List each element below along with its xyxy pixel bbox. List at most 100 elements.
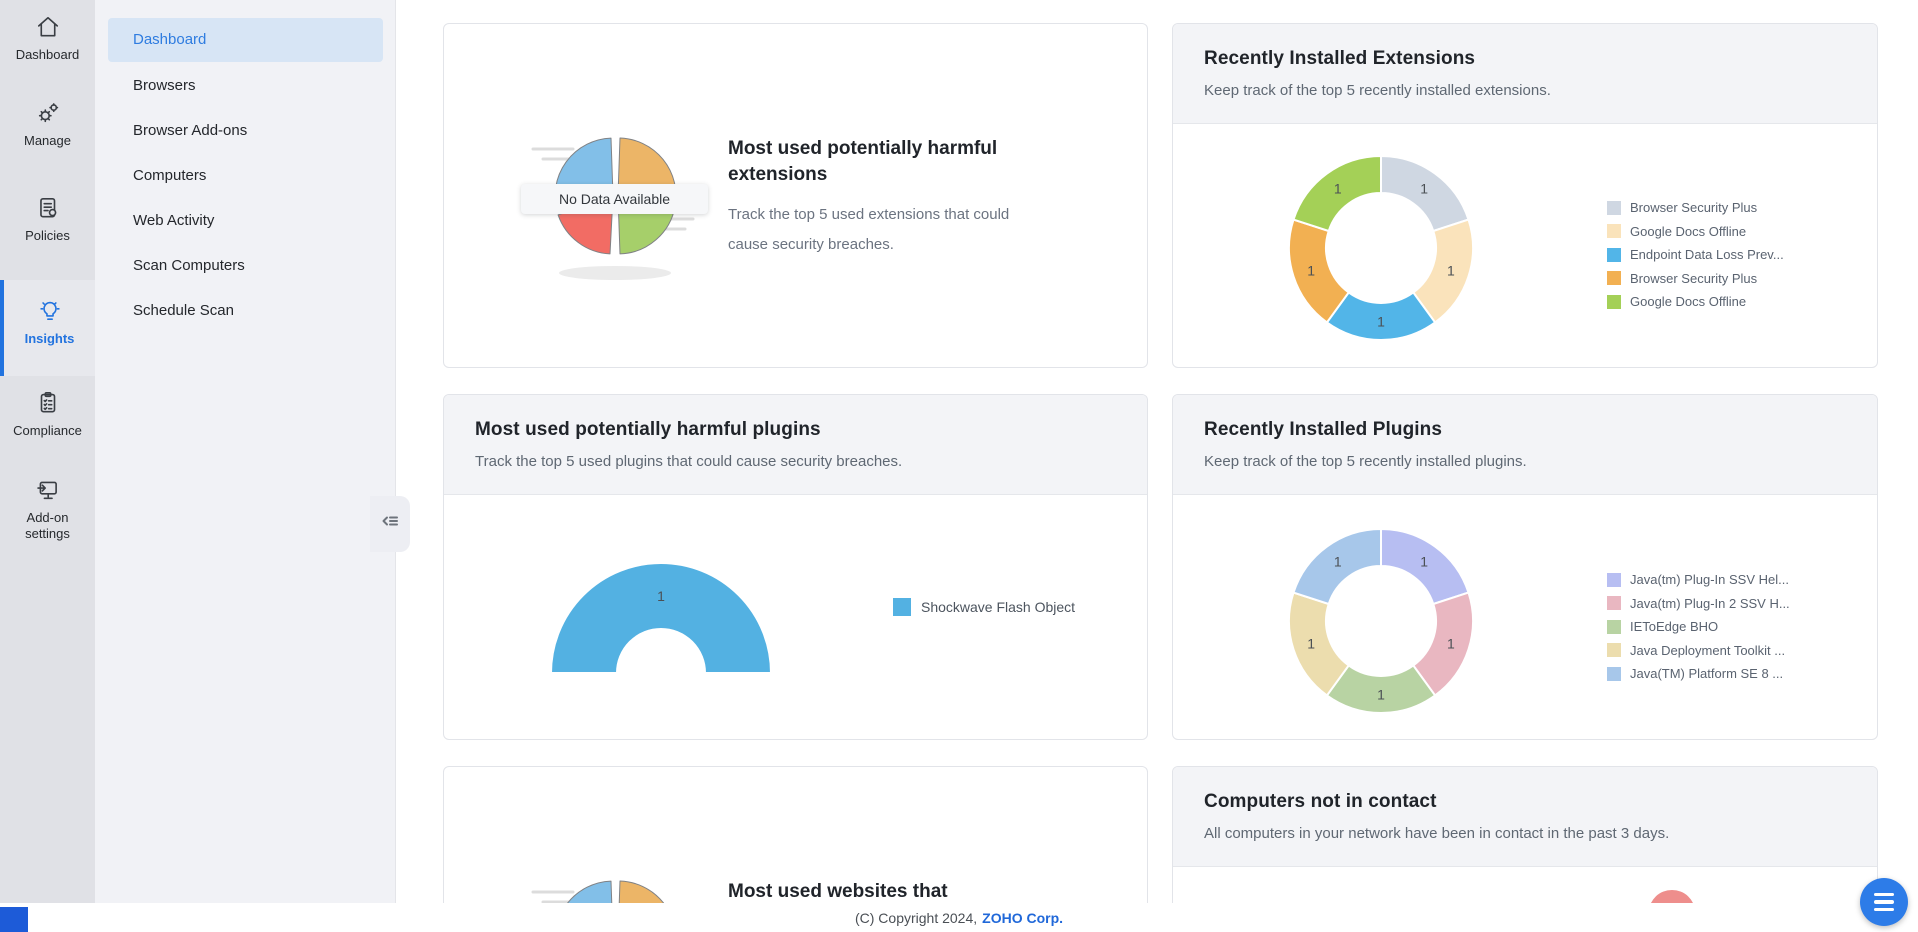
svg-text:1: 1 xyxy=(1307,263,1315,279)
sidebar-item-computers[interactable]: Computers xyxy=(133,167,207,184)
svg-text:1: 1 xyxy=(1334,553,1342,569)
bottom-left-blue-tab[interactable] xyxy=(0,907,28,932)
sidebar-item-dashboard[interactable]: Dashboard xyxy=(108,18,383,62)
svg-text:1: 1 xyxy=(1377,686,1385,702)
card-header: Recently Installed Extensions Keep track… xyxy=(1173,24,1877,124)
card-computers-not-in-contact: Computers not in contact All computers i… xyxy=(1172,766,1878,903)
card-subtitle: All computers in your network have been … xyxy=(1204,825,1670,842)
nav-insights[interactable]: Insights xyxy=(0,280,95,376)
card-title: Most used potentially harmful plugins xyxy=(475,419,821,440)
primary-nav-rail: Dashboard Manage Policies xyxy=(0,0,95,903)
sidebar-item-browser-add-ons[interactable]: Browser Add-ons xyxy=(133,122,248,139)
sidebar-item-browsers[interactable]: Browsers xyxy=(133,77,196,94)
plugins-donut-chart: 1 1 1 1 1 xyxy=(1288,527,1474,714)
nav-dashboard[interactable]: Dashboard xyxy=(0,14,95,63)
legend-item: Java(tm) Plug-In 2 SSV H... xyxy=(1607,596,1790,612)
card-header: Most used potentially harmful plugins Tr… xyxy=(444,395,1147,495)
legend-item: Endpoint Data Loss Prev... xyxy=(1607,247,1784,263)
legend-swatch xyxy=(1607,294,1621,309)
nav-policies[interactable]: Policies xyxy=(0,195,95,244)
card-recent-plugins: Recently Installed Plugins Keep track of… xyxy=(1172,394,1878,740)
card-title: Recently Installed Extensions xyxy=(1204,48,1476,69)
nav-addon-settings[interactable]: Add-on settings xyxy=(0,477,95,542)
legend-label: Shockwave Flash Object xyxy=(921,599,1076,615)
lightbulb-icon xyxy=(4,298,95,324)
no-data-badge: No Data Available xyxy=(521,184,708,214)
nav-label: Dashboard xyxy=(15,47,80,62)
legend-item: Java(tm) Plug-In SSV Hel... xyxy=(1607,572,1790,588)
sidebar-item-schedule-scan[interactable]: Schedule Scan xyxy=(133,302,234,319)
legend-swatch xyxy=(1607,271,1621,286)
card-harmful-extensions: No Data Available Most used potentially … xyxy=(443,23,1148,368)
legend-label: Java(tm) Plug-In 2 SSV H... xyxy=(1630,595,1790,611)
svg-text:1: 1 xyxy=(1377,313,1385,329)
card-recent-extensions: Recently Installed Extensions Keep track… xyxy=(1172,23,1878,368)
legend-label: Java Deployment Toolkit ... xyxy=(1630,642,1786,658)
home-icon xyxy=(0,14,95,40)
legend-swatch xyxy=(1607,200,1621,215)
nav-label: Add-on settings xyxy=(25,510,70,541)
copyright-text: (C) Copyright 2024, xyxy=(854,909,978,926)
legend-label: Java(TM) Platform SE 8 ... xyxy=(1630,666,1784,682)
card-title: Recently Installed Plugins xyxy=(1204,419,1443,440)
nav-compliance[interactable]: Compliance xyxy=(0,390,95,439)
legend-label: Browser Security Plus xyxy=(1630,200,1758,216)
zoho-corp-link[interactable]: ZOHO Corp. xyxy=(982,909,1064,926)
svg-text:1: 1 xyxy=(1334,180,1342,196)
legend-swatch xyxy=(1607,619,1621,634)
no-data-pie-illustration xyxy=(503,844,723,903)
legend-item: Java(TM) Platform SE 8 ... xyxy=(1607,666,1790,682)
legend-item: Google Docs Offline xyxy=(1607,294,1784,310)
legend-item: Browser Security Plus xyxy=(1607,200,1784,216)
card-harmful-websites: Most used websites that require xyxy=(443,766,1148,903)
nav-label: Insights xyxy=(24,331,75,346)
svg-text:1: 1 xyxy=(657,588,665,604)
legend-label: Endpoint Data Loss Prev... xyxy=(1630,247,1784,263)
illustration-peek xyxy=(1649,890,1695,903)
card-title: Computers not in contact xyxy=(1204,791,1437,812)
gears-icon xyxy=(0,100,95,126)
nav-label: Manage xyxy=(24,133,71,148)
legend-swatch xyxy=(1607,666,1621,681)
legend-swatch xyxy=(1607,224,1621,239)
plugins-chart-legend: Java(tm) Plug-In SSV Hel... Java(tm) Plu… xyxy=(1607,572,1790,682)
legend-swatch xyxy=(1607,247,1621,262)
svg-text:1: 1 xyxy=(1420,553,1428,569)
dashboard-content: No Data Available Most used potentially … xyxy=(395,0,1918,903)
addon-monitor-icon xyxy=(0,477,95,503)
nav-label: Policies xyxy=(25,228,70,243)
card-title: Most used potentially harmful extensions xyxy=(728,138,998,185)
card-title: Most used websites that require xyxy=(728,881,948,902)
svg-text:1: 1 xyxy=(1447,636,1455,652)
card-harmful-plugins: Most used potentially harmful plugins Tr… xyxy=(443,394,1148,740)
legend-swatch xyxy=(1607,572,1621,587)
extensions-donut-chart: 1 1 1 1 1 xyxy=(1288,154,1474,341)
card-header: Recently Installed Plugins Keep track of… xyxy=(1173,395,1877,495)
svg-text:1: 1 xyxy=(1307,636,1315,652)
sidebar-item-web-activity[interactable]: Web Activity xyxy=(133,212,215,229)
svg-text:1: 1 xyxy=(1420,180,1428,196)
floating-menu-button[interactable] xyxy=(1860,878,1908,926)
sidebar-item-scan-computers[interactable]: Scan Computers xyxy=(133,257,245,274)
card-subtitle: Track the top 5 used plugins that could … xyxy=(475,453,903,470)
legend-item: Java Deployment Toolkit ... xyxy=(1607,643,1790,659)
hamburger-icon xyxy=(1874,892,1894,897)
legend-item: Google Docs Offline xyxy=(1607,224,1784,240)
extensions-chart-legend: Browser Security Plus Google Docs Offlin… xyxy=(1607,200,1784,310)
legend-item: IEToEdge BHO xyxy=(1607,619,1790,635)
nav-label: Compliance xyxy=(13,423,82,438)
clipboard-icon xyxy=(0,390,95,416)
legend-swatch xyxy=(1607,643,1621,658)
legend-item: Browser Security Plus xyxy=(1607,271,1784,287)
sidebar-collapse-button[interactable] xyxy=(370,496,410,552)
legend-swatch xyxy=(1607,596,1621,611)
policy-document-icon xyxy=(0,195,95,221)
legend-label: Browser Security Plus xyxy=(1630,270,1758,286)
legend-label: Google Docs Offline xyxy=(1630,294,1747,310)
plugins-half-donut-chart: 1 xyxy=(549,562,773,674)
legend-swatch xyxy=(893,598,911,616)
card-subtitle: Keep track of the top 5 recently install… xyxy=(1204,453,1527,470)
card-subtitle: Keep track of the top 5 recently install… xyxy=(1204,82,1551,99)
nav-manage[interactable]: Manage xyxy=(0,100,95,149)
